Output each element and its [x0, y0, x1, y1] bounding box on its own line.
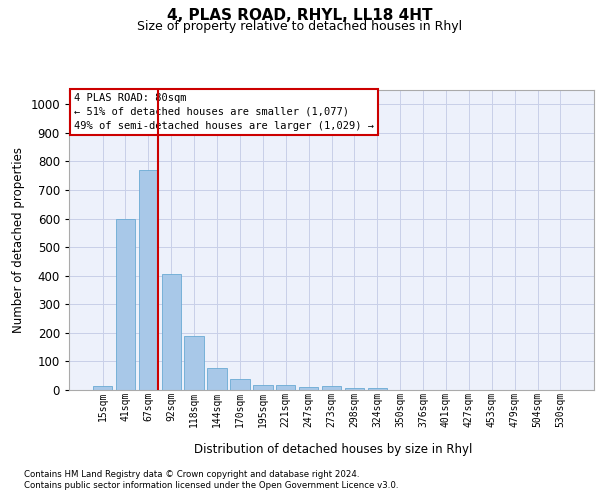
- Text: Contains public sector information licensed under the Open Government Licence v3: Contains public sector information licen…: [24, 481, 398, 490]
- Bar: [276, 386, 295, 390]
- Y-axis label: Number of detached properties: Number of detached properties: [12, 147, 25, 333]
- Text: Distribution of detached houses by size in Rhyl: Distribution of detached houses by size …: [194, 442, 472, 456]
- Bar: [322, 386, 341, 390]
- Bar: [184, 336, 204, 390]
- Bar: [208, 368, 227, 390]
- Text: Size of property relative to detached houses in Rhyl: Size of property relative to detached ho…: [137, 20, 463, 33]
- Bar: [116, 218, 135, 390]
- Bar: [230, 378, 250, 390]
- Bar: [93, 386, 112, 390]
- Bar: [299, 387, 319, 390]
- Bar: [368, 388, 387, 390]
- Text: 4 PLAS ROAD: 80sqm
← 51% of detached houses are smaller (1,077)
49% of semi-deta: 4 PLAS ROAD: 80sqm ← 51% of detached hou…: [74, 93, 374, 131]
- Bar: [344, 388, 364, 390]
- Text: Contains HM Land Registry data © Crown copyright and database right 2024.: Contains HM Land Registry data © Crown c…: [24, 470, 359, 479]
- Text: 4, PLAS ROAD, RHYL, LL18 4HT: 4, PLAS ROAD, RHYL, LL18 4HT: [167, 8, 433, 22]
- Bar: [161, 274, 181, 390]
- Bar: [253, 385, 272, 390]
- Bar: [139, 170, 158, 390]
